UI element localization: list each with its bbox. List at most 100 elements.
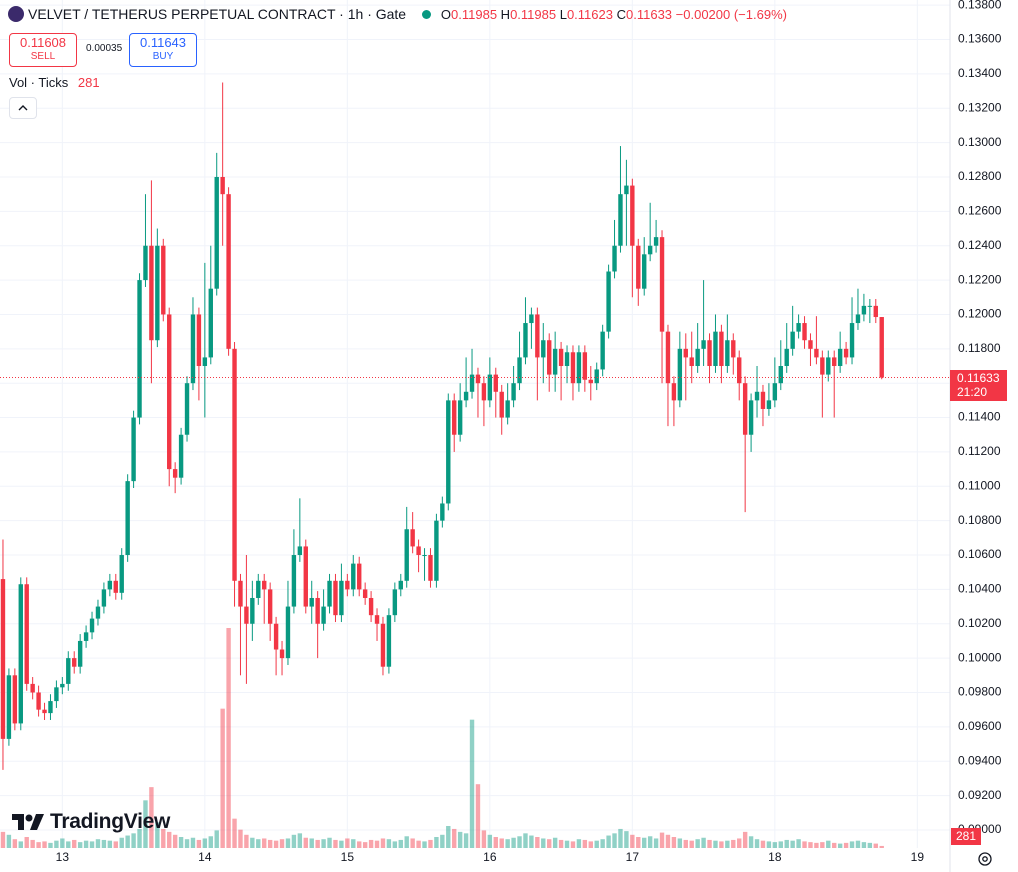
candle-body [814, 348, 819, 358]
candle-body [357, 563, 362, 590]
candle-body [636, 245, 641, 289]
sell-price: 0.11608 [19, 35, 67, 50]
volume-bar [95, 839, 101, 848]
volume-bar [60, 838, 65, 848]
candle-body [196, 314, 202, 367]
settings-button[interactable] [975, 849, 995, 869]
candle-body [0, 579, 6, 739]
volume-bar [83, 840, 89, 848]
candle-body [719, 331, 724, 367]
candle-body [499, 391, 504, 418]
volume-bar [588, 841, 593, 848]
volume-value: 281 [77, 75, 100, 90]
candle-body [487, 374, 493, 401]
candle-body [250, 597, 255, 624]
volume-bar [107, 840, 113, 848]
candle-body [184, 383, 190, 435]
logo: TradingView [12, 810, 170, 839]
candle-body [766, 400, 772, 409]
volume-bar [339, 840, 344, 848]
volume-bar [30, 839, 35, 848]
candle-body [404, 529, 409, 581]
candle-body [826, 357, 831, 375]
collapse-button[interactable] [9, 97, 37, 119]
candle-body [24, 584, 29, 684]
volume-bar [606, 835, 611, 848]
candle-body [861, 305, 867, 315]
candle-body [808, 340, 813, 349]
volume-title: Vol · Ticks [9, 75, 69, 90]
candle-body [220, 176, 225, 195]
candle-body [879, 317, 884, 378]
volume-bar [529, 835, 534, 848]
y-tick-label: 0.10400 [958, 582, 1002, 596]
volume-bar [760, 840, 766, 848]
candle-body [475, 374, 481, 384]
y-tick-label: 0.13800 [958, 0, 1002, 11]
volume-bar [719, 841, 724, 848]
volume-bar [77, 842, 83, 848]
y-tick-label: 0.09600 [958, 719, 1002, 733]
candle-body [867, 305, 873, 307]
candle-body [618, 194, 623, 246]
volume-bar [820, 842, 825, 848]
volume-bar [452, 828, 457, 848]
volume-bar [291, 834, 297, 848]
volume-bar [161, 828, 166, 848]
candle-body [214, 176, 219, 289]
volume-bar [54, 840, 59, 848]
volume-bar [392, 841, 398, 848]
candle-body [190, 314, 196, 384]
candle-body [594, 369, 599, 384]
candle-body [873, 305, 878, 318]
candle-body [345, 580, 350, 590]
volume-bar [695, 839, 700, 848]
candle-body [226, 194, 231, 349]
candle-body [849, 323, 855, 358]
volume-bar [220, 708, 225, 848]
volume-bar [737, 838, 742, 848]
volume-bar [244, 834, 249, 848]
candle-body [452, 400, 457, 435]
volume-bar [250, 837, 255, 848]
candle-body [273, 623, 279, 650]
candle-body [83, 632, 89, 641]
volume-bar [434, 837, 439, 848]
ohlc-letter: H [500, 7, 511, 22]
last-price-label: 0.11633 21:20 [950, 369, 1007, 401]
candle-body [30, 683, 35, 693]
volume-bar [178, 837, 184, 848]
buy-button[interactable]: 0.11643 BUY [129, 33, 197, 67]
volume-bar [814, 842, 819, 848]
candle-body [481, 383, 487, 401]
candle-body [101, 589, 107, 607]
countdown: 21:20 [957, 384, 988, 399]
candle-body [149, 245, 154, 341]
candle-body [42, 709, 47, 714]
volume-bar [279, 839, 285, 848]
volume-bar [321, 839, 326, 848]
y-tick-label: 0.12800 [958, 169, 1002, 183]
candle-body [155, 245, 160, 341]
ohlc-letter: O [440, 7, 452, 22]
candle-body [279, 649, 285, 659]
volume-bar [256, 839, 261, 848]
candle-body [457, 400, 463, 435]
y-tick-label: 0.12400 [958, 238, 1002, 252]
change-value: −0.00200 (−1.69%) [675, 7, 787, 22]
candle-body [339, 580, 344, 616]
sell-button[interactable]: 0.11608 SELL [9, 33, 77, 67]
candle-body [843, 348, 849, 358]
volume-bar [511, 837, 516, 848]
volume-bar [18, 841, 23, 848]
candle-body [469, 374, 475, 392]
x-tick-label: 14 [198, 850, 212, 864]
volume-bar [790, 840, 795, 848]
ohlc-value: 0.11985 [510, 7, 557, 22]
volume-bar [333, 839, 338, 848]
candle-body [725, 340, 730, 367]
candle-body [820, 357, 825, 375]
volume-bar [267, 839, 273, 848]
